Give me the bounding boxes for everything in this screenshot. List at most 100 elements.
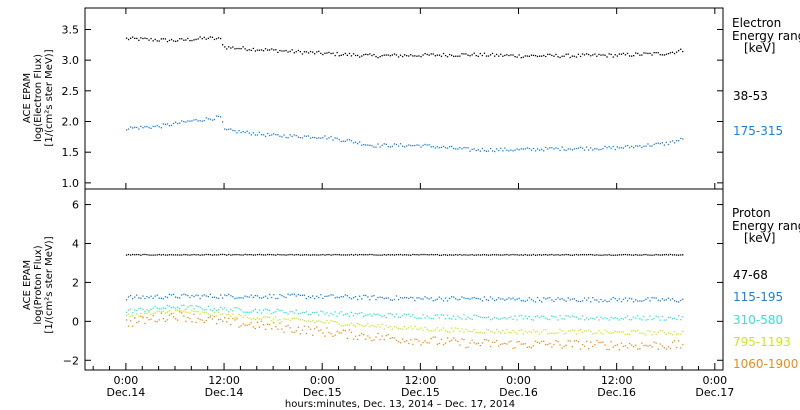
electron-data-point [134, 126, 136, 128]
proton-data-point [183, 293, 185, 295]
electron-data-point [232, 129, 234, 132]
proton-data-point [385, 297, 387, 299]
proton-data-point [305, 254, 308, 256]
proton-data-point [504, 332, 506, 334]
proton-data-point [567, 330, 569, 332]
electron-data-point [602, 148, 604, 150]
proton-data-point [187, 295, 189, 297]
proton-data-point [226, 254, 228, 256]
proton-data-point [203, 254, 205, 256]
electron-data-point [522, 56, 524, 58]
electron-data-point [228, 46, 230, 48]
proton-data-point [207, 305, 209, 307]
proton-data-point [451, 327, 453, 329]
proton-data-point [539, 333, 541, 335]
electron-data-point [422, 144, 424, 147]
proton-data-point [402, 338, 404, 340]
electron-data-point [547, 53, 549, 55]
proton-data-point [318, 320, 320, 322]
proton-data-point [682, 343, 684, 346]
electron-data-point [361, 55, 363, 57]
proton-data-point [359, 295, 361, 297]
electron-data-point [379, 56, 381, 58]
electron-data-point [412, 55, 414, 57]
proton-data-point [498, 318, 500, 320]
proton-data-point [434, 329, 436, 331]
electron-data-point [318, 137, 320, 139]
electron-data-point [191, 39, 193, 42]
proton-data-point [367, 314, 369, 316]
proton-data-point [451, 254, 453, 256]
electron-data-point [524, 55, 526, 57]
proton-data-point [494, 332, 496, 334]
proton-data-point [383, 328, 385, 330]
proton-data-point [125, 311, 128, 313]
proton-data-point [256, 311, 259, 313]
electron-data-point [645, 52, 647, 54]
electron-data-point [534, 150, 537, 152]
proton-data-point [181, 310, 183, 312]
proton-data-point [127, 253, 130, 256]
proton-data-point [379, 326, 381, 328]
electron-data-point [624, 145, 627, 147]
proton-data-point [230, 323, 232, 326]
electron-data-point [600, 54, 602, 56]
proton-data-point [309, 297, 312, 299]
proton-data-point [479, 254, 481, 256]
proton-data-point [655, 333, 657, 335]
proton-data-point [457, 340, 459, 343]
proton-data-point [322, 332, 324, 334]
electron-data-point [295, 51, 297, 53]
proton-data-point [573, 316, 575, 318]
electron-data-point [213, 118, 216, 121]
electron-data-point [373, 53, 375, 56]
proton-data-point [361, 298, 363, 300]
electron-data-point [661, 142, 663, 144]
electron-data-point [154, 38, 156, 41]
electron-data-point [187, 120, 189, 122]
electron-data-point [530, 54, 533, 56]
proton-data-point [350, 298, 353, 300]
electron-data-point [125, 37, 128, 39]
electron-data-point [164, 38, 167, 40]
proton-data-point [162, 298, 164, 300]
electron-data-point [246, 130, 248, 132]
electron-data-point [442, 145, 445, 147]
proton-data-point [181, 254, 183, 256]
electron-data-point [344, 140, 346, 142]
proton-data-point [354, 253, 357, 256]
proton-data-point [130, 320, 132, 322]
proton-data-point [363, 325, 365, 328]
proton-data-point [471, 331, 473, 333]
x-tick-date-label: Dec.15 [401, 386, 440, 399]
proton-data-point [647, 345, 649, 347]
proton-data-point [348, 329, 351, 331]
proton-data-point [428, 317, 430, 319]
proton-data-point [309, 328, 312, 330]
proton-data-point [641, 342, 643, 344]
electron-data-point [175, 121, 177, 123]
electron-data-point [575, 56, 578, 58]
proton-data-point [134, 317, 136, 319]
proton-data-point [481, 332, 483, 334]
electron-data-point [469, 55, 471, 57]
electron-data-point [193, 39, 195, 41]
proton-data-point [305, 332, 308, 335]
electron-data-point [393, 53, 396, 55]
proton-data-point [209, 293, 211, 295]
proton-data-point [612, 332, 614, 334]
proton-data-point [127, 309, 130, 311]
proton-data-point [352, 338, 355, 340]
proton-data-point [250, 318, 252, 321]
proton-data-point [512, 329, 514, 331]
proton-data-point [635, 330, 637, 333]
proton-data-point [181, 294, 183, 296]
proton-data-point [346, 295, 348, 297]
proton-data-point [528, 346, 530, 348]
electron-data-point [606, 56, 608, 58]
proton-data-point [637, 300, 639, 302]
electron-data-point [283, 50, 285, 52]
proton-data-point [228, 311, 230, 313]
proton-data-point [485, 328, 488, 331]
proton-data-point [132, 315, 134, 317]
